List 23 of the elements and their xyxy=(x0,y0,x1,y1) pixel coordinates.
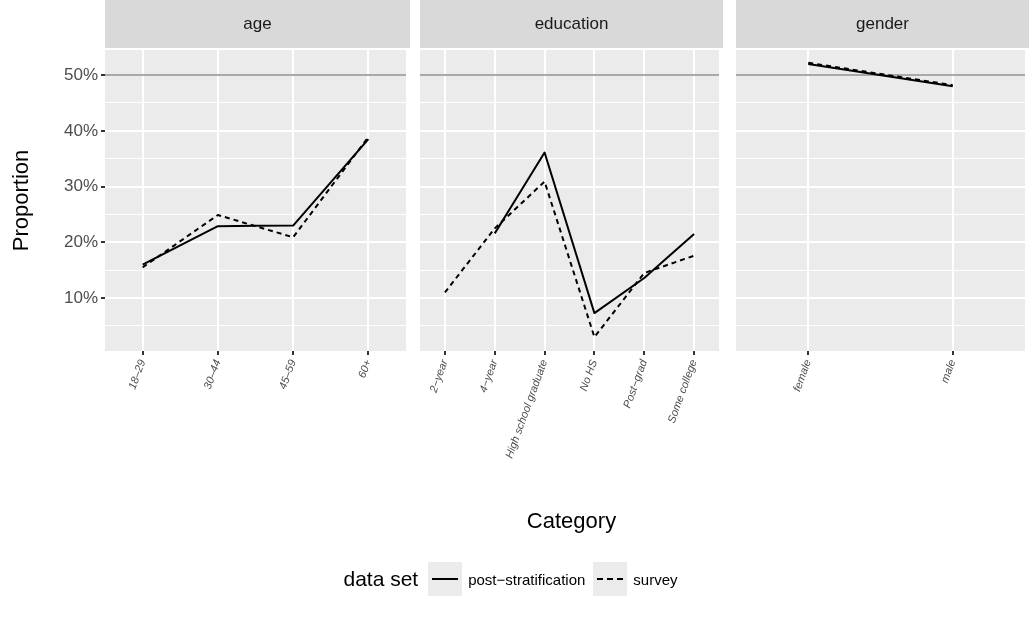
x-tick-label: 45–59 xyxy=(276,357,298,391)
x-tick-label: 2−year xyxy=(426,356,451,395)
y-tick-label: 40% xyxy=(63,120,98,140)
chart-title: education xyxy=(420,0,723,48)
y-tick-label: 20% xyxy=(63,231,98,251)
x-tick-label: Some college xyxy=(664,357,699,425)
x-tick-label: No HS xyxy=(576,357,600,393)
x-tick-label: 4−year xyxy=(476,356,500,394)
legend-title: data set xyxy=(343,567,419,591)
legend-label: post−stratification xyxy=(468,570,586,588)
x-tick-label: 60+ xyxy=(355,357,374,380)
y-tick-label: 10% xyxy=(63,287,98,307)
x-tick-label: male xyxy=(938,357,958,385)
chart-title: age xyxy=(105,0,410,48)
y-tick-label: 30% xyxy=(63,176,98,196)
x-tick-label: female xyxy=(790,357,814,394)
x-tick-label: 18–29 xyxy=(125,357,148,391)
y-tick-label: 50% xyxy=(63,64,98,84)
x-tick-label: 30–44 xyxy=(200,357,223,391)
x-axis-title: Category xyxy=(526,508,617,534)
y-axis-title: Proportion xyxy=(8,149,34,252)
chart-title: gender xyxy=(736,0,1029,48)
legend-label: survey xyxy=(633,570,678,588)
